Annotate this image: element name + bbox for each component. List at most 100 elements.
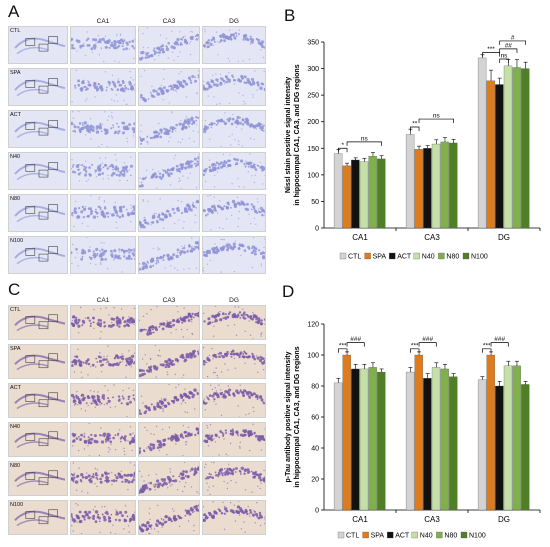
significance-bracket [346, 342, 365, 347]
micrograph-ca1 [70, 383, 136, 418]
significance-bracket [482, 348, 492, 353]
bar [477, 57, 487, 229]
bar [359, 368, 369, 511]
bar [521, 68, 530, 229]
x-tick-label: CA1 [352, 233, 368, 242]
x-tick-label: CA1 [352, 515, 368, 524]
significance-label: *** [411, 342, 419, 349]
legend-label: N80 [446, 254, 459, 261]
bar [449, 376, 458, 511]
micrograph-dg [202, 194, 266, 232]
row-label: N40 [10, 154, 21, 160]
bar [423, 148, 432, 229]
micrograph-ca1 [70, 344, 136, 379]
overview-image [8, 152, 68, 190]
y-tick-label: 150 [307, 146, 319, 153]
bar [431, 143, 441, 229]
bar [359, 161, 369, 229]
y-tick-label: 50 [311, 199, 319, 206]
micrograph-ca1 [70, 110, 136, 148]
significance-bracket [499, 58, 509, 64]
row-label: CTL [10, 307, 21, 313]
x-tick-label: CA3 [424, 233, 440, 242]
significance-label: ### [422, 336, 433, 343]
legend-label: CTL [348, 254, 361, 261]
significance-label: ns [501, 53, 509, 60]
legend-swatch [362, 531, 369, 539]
x-tick-label: DG [498, 515, 510, 524]
row-label: N100 [10, 238, 24, 244]
y-tick-label: 300 [307, 66, 319, 73]
bar [351, 368, 360, 511]
row-label: N80 [10, 463, 21, 469]
micrograph-ca3 [138, 236, 200, 274]
y-tick-label: 80 [311, 384, 319, 391]
micrograph-ca1 [70, 236, 136, 274]
micrograph-ca3 [138, 68, 200, 106]
y-tick-label: 0 [315, 226, 319, 233]
bar [368, 156, 377, 229]
bar [342, 165, 351, 229]
legend-label: SPA [373, 254, 387, 261]
legend-swatch [460, 531, 468, 539]
micrograph-ca1 [70, 152, 136, 190]
overview-image [8, 422, 68, 457]
legend-label: ACT [397, 254, 412, 261]
significance-label: # [511, 34, 515, 41]
panel-letter-d: D [282, 282, 295, 301]
y-axis-label: Nissl stain positive signal intensity in … [285, 64, 301, 205]
y-tick-label: 20 [311, 477, 319, 484]
micrograph-ca3 [138, 383, 200, 418]
bar [477, 379, 487, 511]
legend-label: CTL [346, 533, 359, 540]
bar [512, 67, 521, 229]
bar [351, 159, 360, 229]
overview-image [8, 500, 68, 535]
x-tick-label: CA3 [424, 515, 440, 524]
significance-label: *** [339, 342, 347, 349]
micrograph-grid-a: CA1 CA3 DG CTL SPA ACT N40 N80 N100 [8, 18, 270, 280]
row-label: N80 [10, 196, 21, 202]
legend-swatch [462, 252, 470, 260]
bar [333, 382, 343, 511]
y-tick-label: 40 [311, 446, 319, 453]
significance-bracket [410, 348, 420, 353]
column-header-dg: DG [229, 297, 239, 304]
significance-label: *** [483, 342, 491, 349]
micrograph-ca3 [138, 344, 200, 379]
micrograph-dg [202, 152, 266, 190]
row-label: SPA [10, 346, 21, 352]
panel-letter-a: A [8, 2, 20, 21]
bar [440, 368, 449, 511]
significance-bracket [482, 52, 501, 57]
bar [440, 141, 449, 229]
y-tick-label: 60 [311, 415, 319, 422]
column-header-dg: DG [229, 18, 239, 25]
y-tick-label: 0 [315, 508, 319, 515]
micrograph-ca3 [138, 305, 200, 340]
y-tick-label: 350 [307, 40, 319, 47]
significance-bracket [418, 118, 454, 124]
column-header-ca1: CA1 [96, 297, 110, 304]
legend-label: ACT [395, 533, 410, 540]
legend-swatch [364, 252, 371, 260]
significance-label: ns [433, 113, 441, 120]
chart-b: Nissl stain positive signal intensity in … [285, 34, 541, 261]
micrograph-ca3 [138, 194, 200, 232]
row-label: ACT [10, 112, 21, 118]
bar [414, 149, 423, 229]
legend-label: N40 [420, 533, 433, 540]
y-tick-label: 200 [307, 119, 319, 126]
micrograph-ca3 [138, 461, 200, 496]
bar [449, 142, 458, 229]
row-label: N100 [10, 502, 24, 508]
significance-bracket [410, 126, 420, 132]
bar [377, 371, 386, 511]
micrograph-ca1 [70, 68, 136, 106]
x-tick-label: DG [498, 233, 510, 242]
bar [503, 65, 513, 229]
bar [405, 371, 415, 511]
micrograph-ca1 [70, 305, 136, 340]
micrograph-dg [202, 110, 266, 148]
overview-image [8, 110, 68, 148]
